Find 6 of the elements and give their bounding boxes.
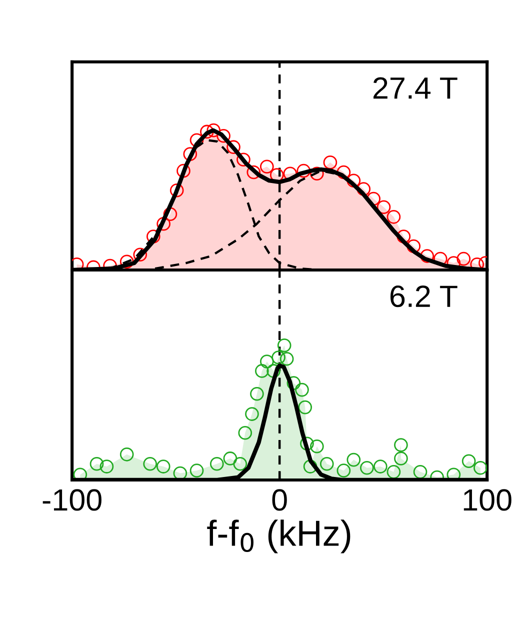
x-axis-title: f-f$_{0}$ (kHz) [207, 520, 350, 554]
text: 27.4 T [373, 77, 458, 99]
x-tick-label: 0 [272, 489, 287, 511]
x-tick-label: -100 [42, 489, 102, 511]
x-tick-label: 100 [464, 489, 512, 511]
text: 6.2 T [390, 286, 458, 308]
